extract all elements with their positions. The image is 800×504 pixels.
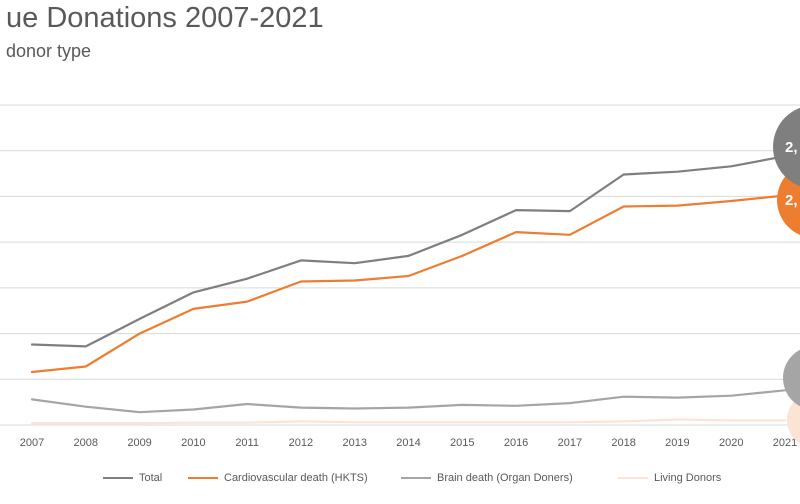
x-tick-label: 2009 — [127, 437, 151, 449]
line-chart: 2007 2008 2009 2010 2011 2012 2013 2014 2015 2016… — [0, 104, 800, 449]
end-bubble-label-total: 2, — [785, 139, 798, 156]
chart-legend: Total Cardiovascular death (HKTS) Brain de… — [0, 472, 800, 490]
x-tick-label: 2018 — [611, 437, 635, 449]
series-line-total — [30, 155, 787, 348]
legend-item-total: Total — [103, 472, 162, 484]
x-tick-label: 2010 — [181, 437, 205, 449]
legend-label-total: Total — [139, 472, 163, 484]
legend-item-cardio: Cardiovascular death (HKTS) — [188, 472, 368, 484]
legend-item-living: Living Donors — [618, 472, 721, 484]
x-tick-label: 2016 — [504, 437, 528, 449]
x-tick-label: 2013 — [342, 437, 366, 449]
x-tick-label: 2008 — [74, 437, 98, 449]
series-line-living — [30, 418, 787, 425]
legend-label-brain: Brain death (Organ Doners) — [437, 472, 573, 484]
x-tick-label: 2015 — [450, 437, 474, 449]
chart-title: ue Donations 2007-2021 — [6, 2, 324, 34]
x-tick-label: 2021 — [773, 437, 797, 449]
x-tick-label: 2007 — [20, 437, 44, 449]
x-tick-label: 2012 — [289, 437, 313, 449]
legend-label-living: Living Donors — [654, 472, 722, 484]
x-tick-label: 2019 — [665, 437, 689, 449]
x-tick-label: 2011 — [235, 437, 259, 449]
x-tick-label: 2020 — [719, 437, 743, 449]
series-lines — [30, 155, 787, 425]
legend-item-brain: Brain death (Organ Doners) — [401, 472, 573, 484]
legend-swatch-total — [103, 477, 133, 479]
x-tick-label: 2017 — [558, 437, 582, 449]
gridlines — [0, 104, 800, 426]
legend-swatch-living — [618, 477, 648, 479]
legend-swatch-cardio — [188, 477, 218, 479]
x-axis-tick-labels: 2007 2008 2009 2010 2011 2012 2013 2014 2015 2016… — [20, 437, 797, 449]
chart-subtitle: donor type — [6, 41, 92, 61]
legend-swatch-brain — [401, 477, 431, 479]
series-line-cardio — [30, 194, 787, 374]
legend-label-cardio: Cardiovascular death (HKTS) — [224, 472, 368, 484]
series-line-brain — [30, 389, 787, 414]
end-bubble-living — [787, 396, 800, 444]
end-bubble-label-cardio: 2, — [785, 192, 798, 209]
end-bubble-brain — [783, 349, 800, 407]
x-tick-label: 2014 — [396, 437, 420, 449]
end-bubble-total — [773, 107, 800, 187]
end-bubbles: 2, 2, — [773, 107, 800, 444]
